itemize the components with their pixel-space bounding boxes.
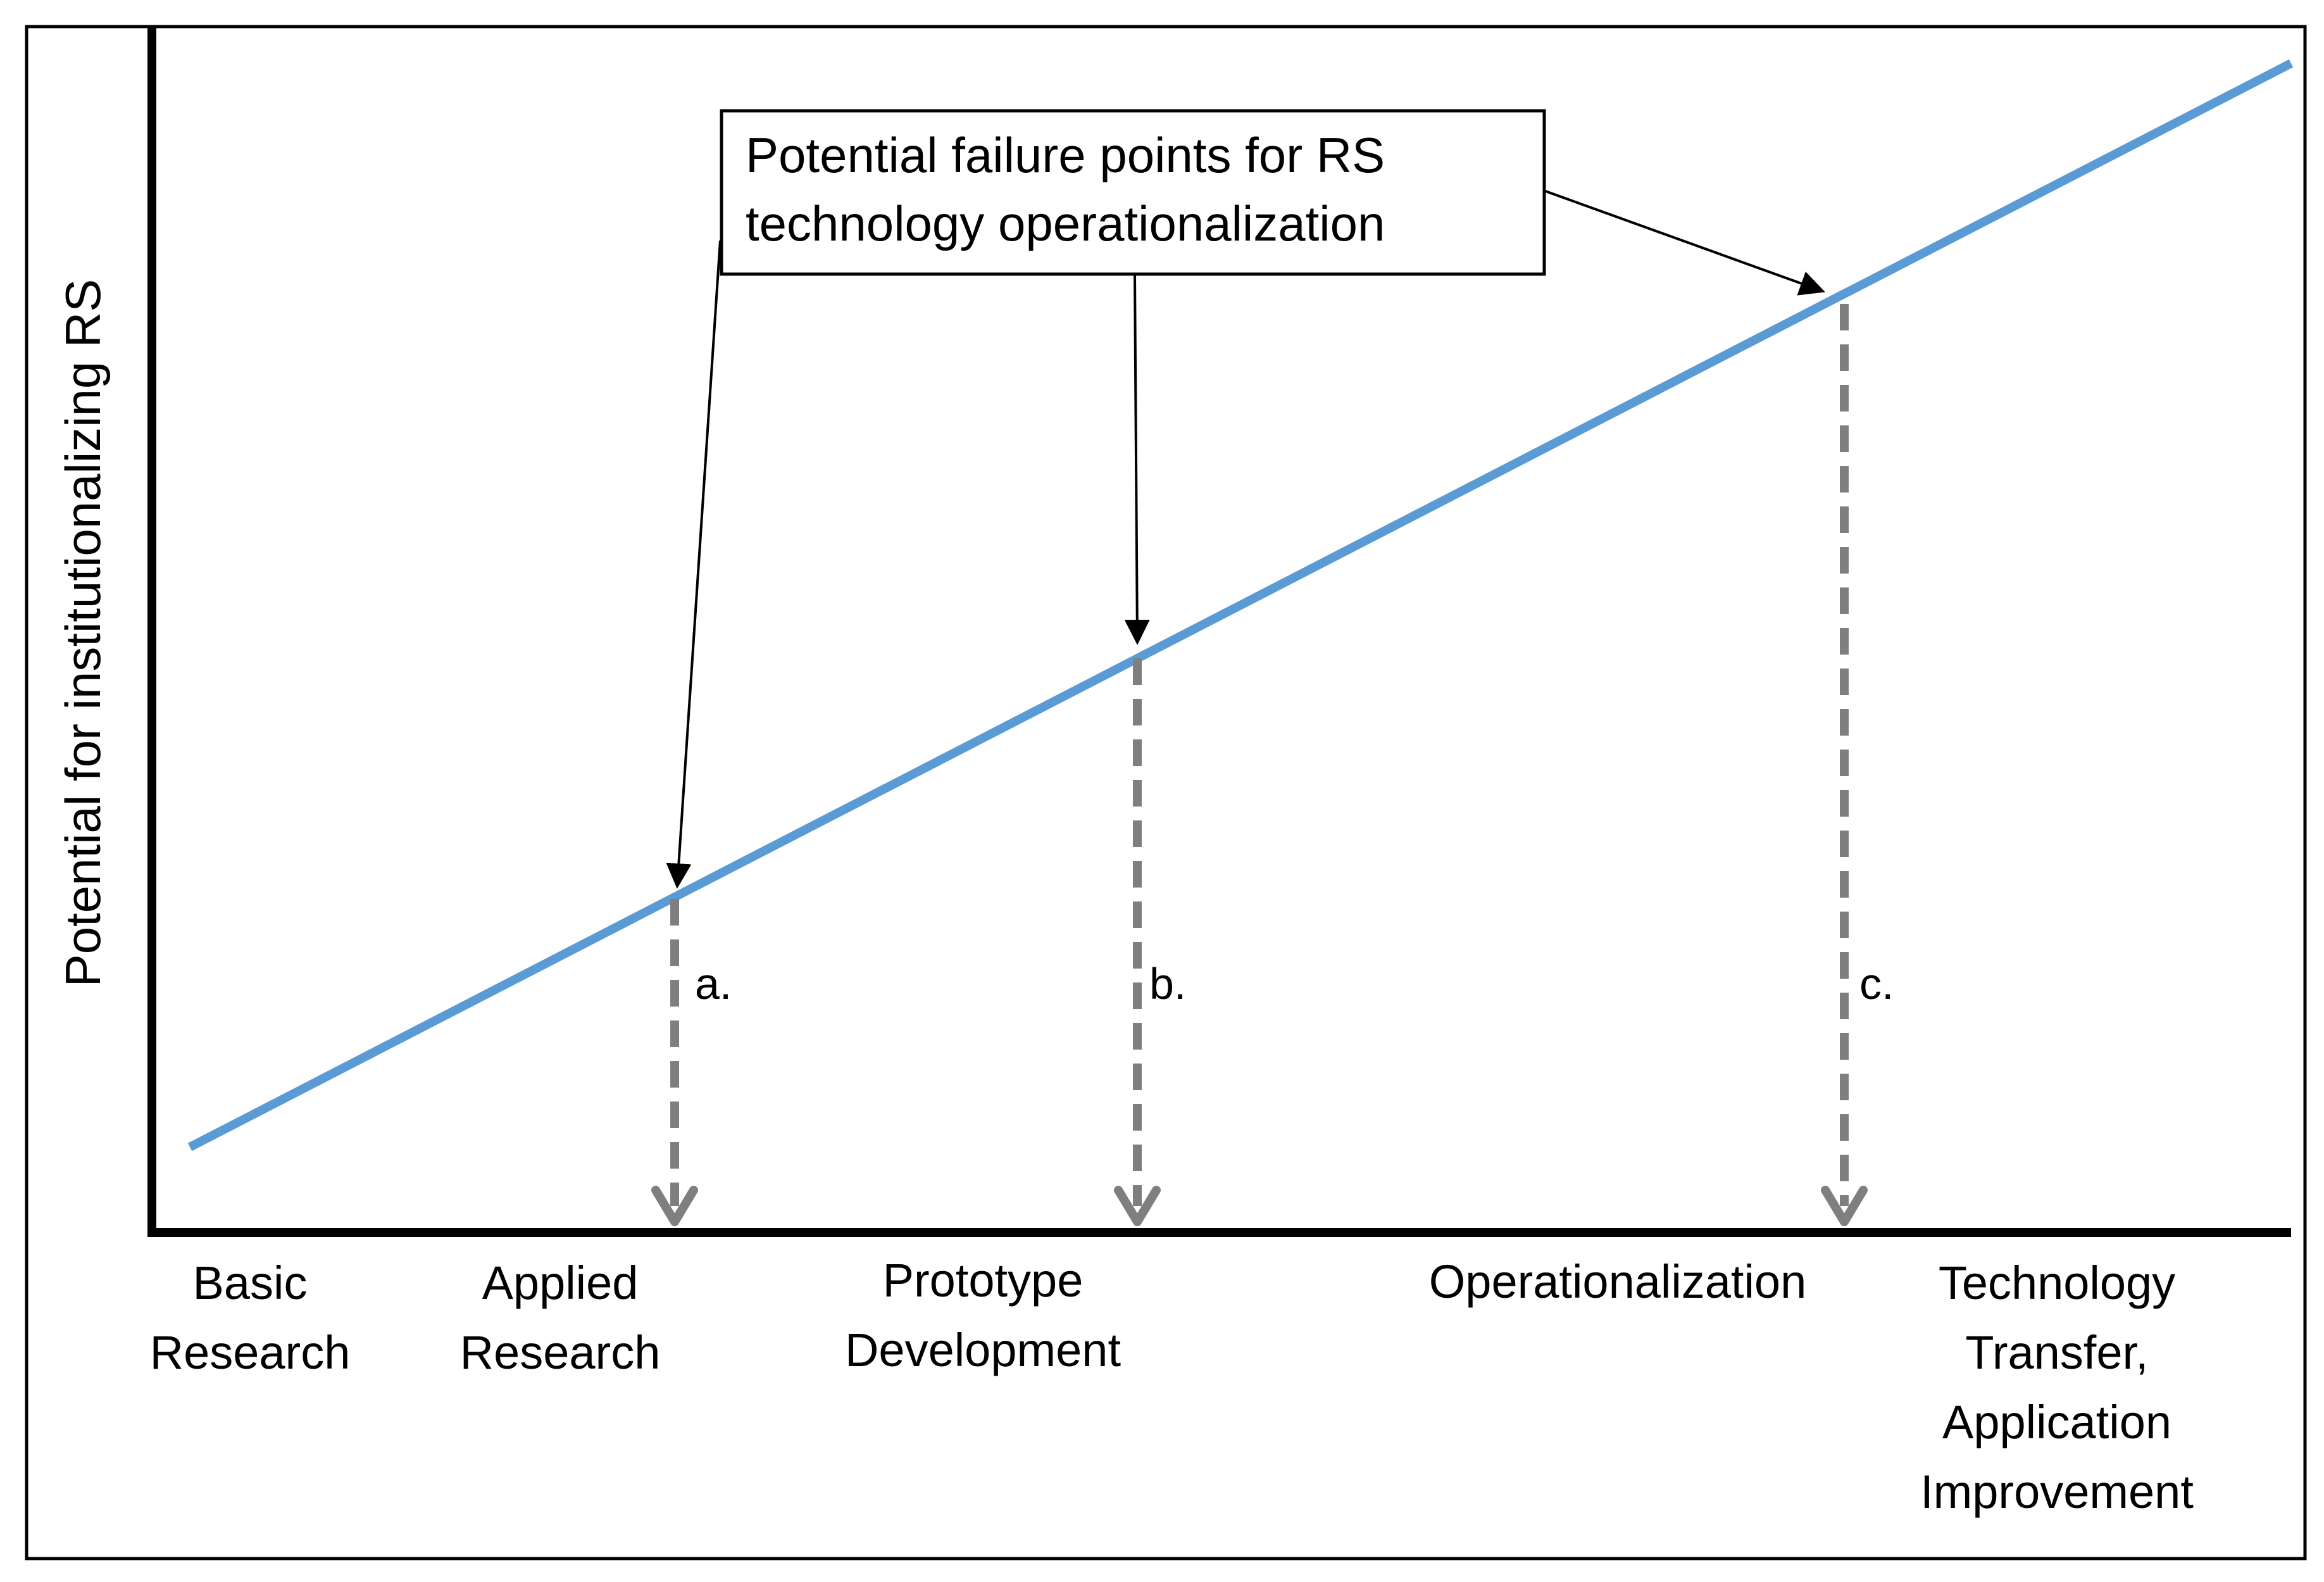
- callout: Potential failure points for RS technolo…: [720, 109, 1546, 276]
- pointer-arrow-a: [666, 240, 722, 889]
- stage-label-line: Applied: [482, 1257, 639, 1309]
- callout-box: [720, 109, 1546, 276]
- stage-label-line: Operationalization: [1429, 1255, 1806, 1308]
- arrow-down-icon: [651, 1186, 698, 1226]
- pointer-arrow-c: [1545, 190, 1825, 296]
- failure-point-a: a.: [651, 899, 732, 1226]
- stage-label-line: Research: [460, 1326, 661, 1379]
- failure-point-label: b.: [1149, 959, 1186, 1008]
- stage-label-line: Transfer,: [1965, 1326, 2148, 1379]
- stage-label-line: Development: [845, 1324, 1121, 1376]
- stage-operationalization: Operationalization: [1429, 1255, 1806, 1308]
- y-axis-label: Potential for institutionalizing RS: [55, 279, 111, 988]
- stage-label-line: Research: [150, 1326, 351, 1379]
- stage-label-line: Improvement: [1920, 1466, 2194, 1518]
- arrow-down-icon: [1114, 1186, 1161, 1226]
- stage-label-line: Application: [1942, 1396, 2171, 1448]
- failure-point-c: c.: [1821, 304, 1894, 1226]
- outer-frame: [25, 25, 2307, 1560]
- failure-point-b: b.: [1114, 658, 1186, 1226]
- callout-line-1: Potential failure points for RS: [746, 127, 1385, 183]
- stage-applied-research: Applied Research: [460, 1257, 661, 1379]
- callout-line-2: technology operationalization: [746, 196, 1385, 251]
- stage-basic-research: Basic Research: [150, 1257, 351, 1379]
- failure-point-label: a.: [695, 959, 732, 1008]
- stage-prototype-development: Prototype Development: [845, 1254, 1121, 1376]
- stage-technology-transfer: Technology Transfer, Application Improve…: [1920, 1257, 2194, 1518]
- stage-label-line: Prototype: [883, 1254, 1084, 1307]
- arrow-down-icon: [1821, 1186, 1868, 1226]
- failure-point-label: c.: [1859, 959, 1894, 1008]
- trend-line: [187, 59, 2294, 1152]
- stage-label-line: Technology: [1939, 1257, 2175, 1309]
- pointer-arrow-b: [1124, 273, 1150, 645]
- stage-label-line: Basic: [193, 1257, 308, 1309]
